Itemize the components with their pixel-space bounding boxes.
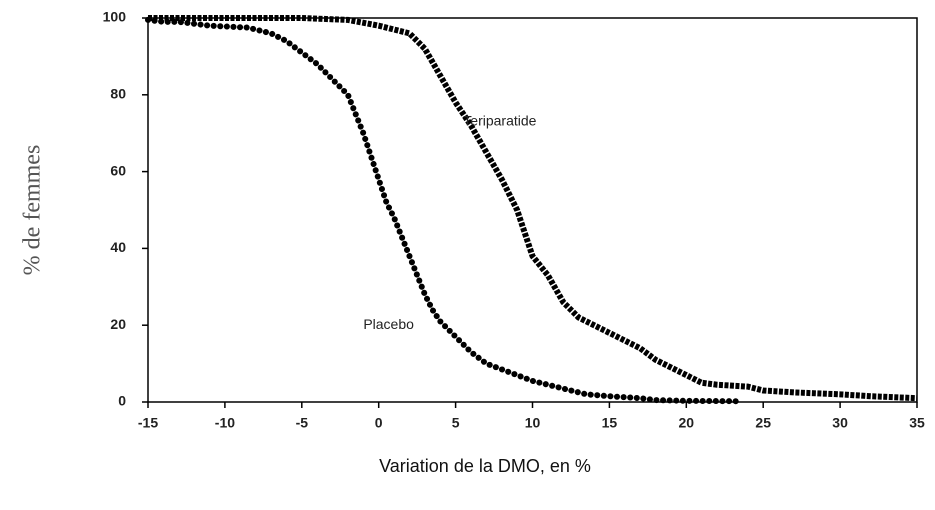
y-tick-label: 100 [103, 9, 127, 25]
x-tick-label: 0 [375, 415, 383, 431]
y-tick-label: 0 [118, 393, 126, 409]
x-tick-label: 25 [755, 415, 771, 431]
x-tick-label: 35 [909, 415, 925, 431]
x-tick-label: 10 [525, 415, 541, 431]
plot-frame [147, 17, 918, 403]
x-tick-label: -10 [215, 415, 235, 431]
y-tick-label: 40 [110, 239, 126, 255]
x-tick-label: 20 [679, 415, 695, 431]
series-line [145, 16, 744, 405]
y-axis-label: % de femmes [20, 145, 46, 276]
y-tick-label: 60 [110, 162, 126, 178]
x-tick-label: 15 [602, 415, 618, 431]
annotation: Teriparatide [463, 112, 536, 128]
y-tick-label: 20 [110, 316, 126, 332]
series-line [148, 15, 918, 402]
x-tick-label: -5 [296, 415, 309, 431]
y-tick-label: 80 [110, 86, 126, 102]
x-axis-label: Variation de la DMO, en % [379, 456, 591, 476]
x-tick-label: 30 [832, 415, 848, 431]
annotation: Placebo [363, 316, 414, 332]
x-tick-label: 5 [452, 415, 460, 431]
x-tick-label: -15 [138, 415, 158, 431]
